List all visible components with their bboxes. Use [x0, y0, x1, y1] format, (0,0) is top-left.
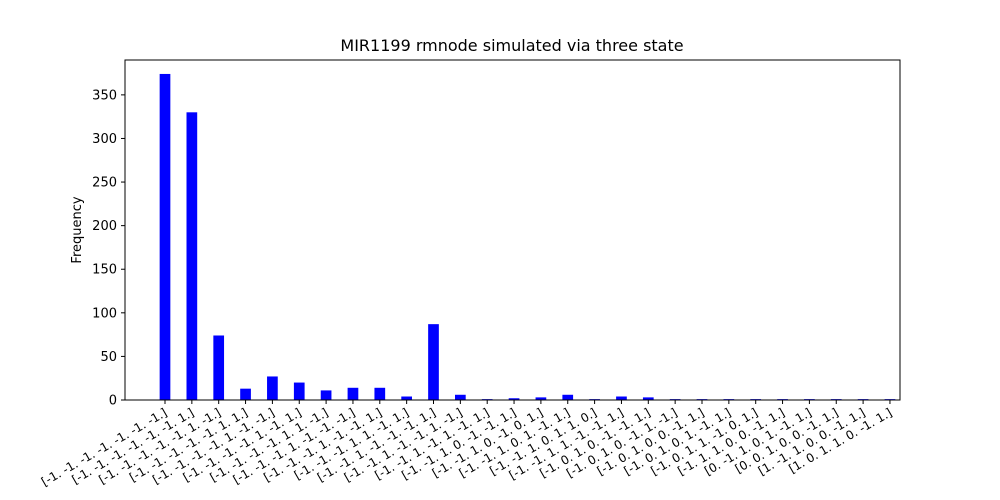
bar [508, 398, 520, 400]
bar [320, 390, 332, 400]
bar [428, 324, 439, 400]
bar [616, 396, 627, 400]
bar [267, 376, 278, 400]
bar [401, 396, 412, 400]
bar [159, 73, 171, 400]
bar [374, 387, 386, 400]
bar [642, 397, 654, 400]
y-tick-label: 150 [92, 263, 117, 278]
y-tick-label: 300 [92, 132, 117, 147]
y-axis: 0 50 100 150 200 250 300 350 [92, 88, 125, 409]
y-tick-label: 250 [92, 176, 117, 191]
bar [562, 394, 574, 400]
x-axis: [-1. -1. -1. -1. -1. -1. -1.][-1. -1. -1… [39, 400, 894, 489]
y-tick-label: 0 [109, 394, 117, 409]
bar [455, 394, 466, 400]
y-tick-label: 200 [92, 219, 117, 234]
bar [240, 388, 251, 400]
y-tick-label: 350 [92, 88, 117, 103]
y-tick-label: 100 [92, 306, 117, 321]
chart-title: MIR1199 rmnode simulated via three state [340, 36, 683, 55]
bar [293, 382, 305, 400]
plot-frame [124, 59, 901, 401]
bar [213, 335, 225, 400]
bar [347, 387, 359, 400]
bars-group [159, 73, 896, 400]
bar [535, 397, 547, 400]
y-axis-label: Frequency [70, 196, 85, 263]
y-tick-label: 50 [100, 350, 117, 365]
bar [186, 112, 198, 400]
